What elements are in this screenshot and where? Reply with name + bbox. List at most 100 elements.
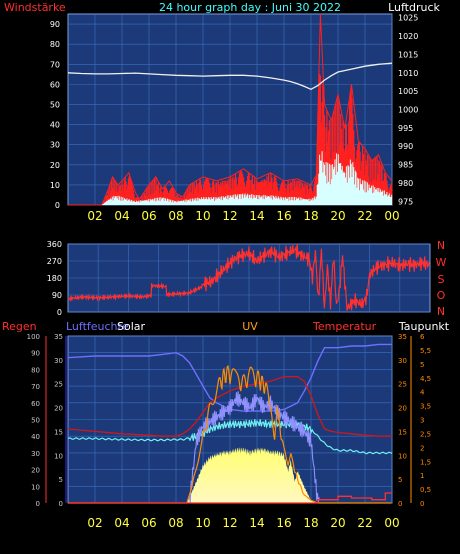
temperature-tick-label: 35 xyxy=(398,333,407,341)
pressure-tick-label: 1010 xyxy=(398,69,418,78)
solar-axis-label: Solar xyxy=(117,320,146,333)
wind-tick-label: 70 xyxy=(50,60,60,69)
time-tick-label: 04 xyxy=(114,209,129,223)
compass-letter: N xyxy=(437,239,445,252)
rain-line xyxy=(68,492,392,504)
time-tick-label: 16 xyxy=(276,516,291,530)
pressure-tick-label: 990 xyxy=(398,142,413,151)
time-tick-label: 18 xyxy=(303,516,318,530)
direction-tick-label: 90 xyxy=(52,291,62,300)
wind-direction-line xyxy=(67,243,430,311)
direction-axis-ticks: 0 90 180 270 360 xyxy=(47,240,62,317)
time-tick-label: 18 xyxy=(303,209,318,223)
direction-tick-label: 180 xyxy=(47,274,62,283)
climate-series xyxy=(67,343,393,504)
rain-tick-label: 30 xyxy=(31,450,40,458)
wind-axis-ticks: 0 10 20 30 40 50 60 70 80 90 xyxy=(50,20,60,210)
dewpoint-tick-label: 0,5 xyxy=(420,486,431,494)
climate-axis-ticks: 0102030405060708090100051015202530350510… xyxy=(27,333,432,508)
solar-fill xyxy=(68,447,392,503)
pressure-tick-label: 1025 xyxy=(398,14,418,23)
temperature-line xyxy=(67,375,392,437)
time-tick-label: 10 xyxy=(195,516,210,530)
humidity-tick-label: 20 xyxy=(54,405,63,413)
dewpoint-tick-label: 5,5 xyxy=(420,347,431,355)
time-tick-label: 12 xyxy=(222,209,237,223)
temperature-tick-label: 10 xyxy=(398,452,407,460)
compass-letter: W xyxy=(436,256,447,269)
rain-tick-label: 90 xyxy=(31,350,40,358)
rain-tick-label: 40 xyxy=(31,433,40,441)
time-axis-ticks: 02 04 06 08 10 12 14 16 18 20 22 00 xyxy=(87,209,399,223)
dewpoint-tick-label: 3 xyxy=(420,417,424,425)
time-tick-label: 22 xyxy=(357,209,372,223)
compass-letter: O xyxy=(437,289,446,302)
time-tick-label: 04 xyxy=(114,516,129,530)
direction-tick-label: 360 xyxy=(47,240,62,249)
rain-tick-label: 80 xyxy=(31,366,40,374)
time-tick-label: 14 xyxy=(249,516,264,530)
temperature-tick-label: 30 xyxy=(398,357,407,365)
pressure-tick-label: 985 xyxy=(398,161,413,170)
wind-axis-label: Windstärke xyxy=(4,1,66,14)
uv-axis-label: UV xyxy=(242,320,258,333)
chart-title: 24 hour graph day : Juni 30 2022 xyxy=(159,1,341,14)
dewpoint-tick-label: 4,5 xyxy=(420,375,431,383)
humidity-tick-label: 0 xyxy=(59,500,63,508)
direction-tick-label: 0 xyxy=(57,308,62,317)
time-tick-label: 14 xyxy=(249,209,264,223)
wind-tick-label: 0 xyxy=(55,201,60,210)
time-axis-ticks-bottom: 02 04 06 08 10 12 14 16 18 20 22 00 xyxy=(87,516,399,530)
temperature-tick-label: 15 xyxy=(398,428,407,436)
dewpoint-tick-label: 5 xyxy=(420,361,424,369)
pressure-tick-label: 1005 xyxy=(398,87,418,96)
wind-tick-label: 40 xyxy=(50,121,60,130)
wind-tick-label: 20 xyxy=(50,161,60,170)
wind-tick-label: 90 xyxy=(50,20,60,29)
time-tick-label: 06 xyxy=(141,516,156,530)
wind-tick-label: 50 xyxy=(50,100,60,109)
pressure-tick-label: 1000 xyxy=(398,106,418,115)
wind-average-bars xyxy=(102,151,393,205)
humidity-tick-label: 35 xyxy=(54,333,63,341)
dewpoint-tick-label: 2,5 xyxy=(420,430,431,438)
rain-tick-label: 0 xyxy=(36,500,40,508)
pressure-line xyxy=(67,62,393,91)
wind-tick-label: 30 xyxy=(50,141,60,150)
temperature-tick-label: 20 xyxy=(398,405,407,413)
rain-tick-label: 100 xyxy=(27,333,40,341)
time-tick-label: 00 xyxy=(384,209,399,223)
humidity-tick-label: 10 xyxy=(54,452,63,460)
dewpoint-tick-label: 4 xyxy=(420,389,425,397)
dewpoint-tick-label: 0 xyxy=(420,500,424,508)
wind-tick-label: 10 xyxy=(50,181,60,190)
time-tick-label: 02 xyxy=(87,516,102,530)
dewpoint-tick-label: 3,5 xyxy=(420,403,431,411)
humidity-tick-label: 5 xyxy=(59,476,63,484)
temperature-tick-label: 5 xyxy=(398,476,402,484)
compass-letter: N xyxy=(437,305,445,318)
pressure-tick-label: 975 xyxy=(398,197,413,206)
dewpoint-tick-label: 6 xyxy=(420,333,425,341)
pressure-tick-label: 995 xyxy=(398,124,413,133)
compass-letter: S xyxy=(438,273,445,286)
time-tick-label: 20 xyxy=(330,516,345,530)
humidity-tick-label: 25 xyxy=(54,381,63,389)
pressure-axis-label: Luftdruck xyxy=(388,1,440,14)
humidity-line xyxy=(67,343,392,412)
temperature-tick-label: 0 xyxy=(398,500,402,508)
time-tick-label: 06 xyxy=(141,209,156,223)
pressure-tick-label: 1020 xyxy=(398,32,418,41)
direction-tick-label: 270 xyxy=(47,257,62,266)
dewpoint-tick-label: 2 xyxy=(420,444,424,452)
rain-tick-label: 20 xyxy=(31,467,40,475)
wind-pressure-series xyxy=(67,13,393,206)
rain-axis-label: Regen xyxy=(2,320,37,333)
time-tick-label: 00 xyxy=(384,516,399,530)
dewpoint-tick-label: 1 xyxy=(420,472,424,480)
pressure-tick-label: 980 xyxy=(398,179,413,188)
grid-wind-direction xyxy=(68,243,430,313)
dewpoint-axis-label: Taupunkt xyxy=(398,320,450,333)
time-tick-label: 10 xyxy=(195,209,210,223)
